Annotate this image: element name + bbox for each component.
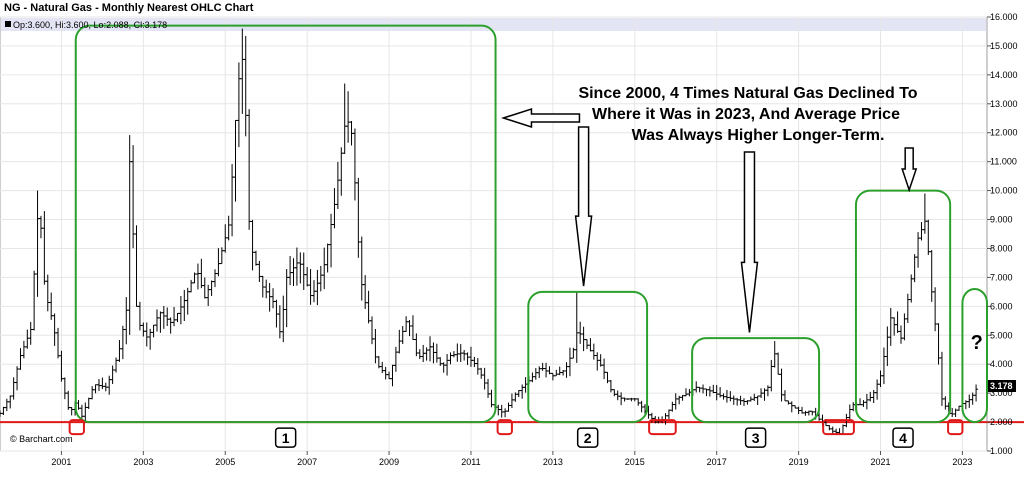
plot-area <box>0 16 988 452</box>
x-tick-label: 2007 <box>297 457 317 467</box>
y-tick-label: 1.000 <box>990 446 1013 456</box>
y-tick-label: 8.000 <box>990 243 1013 253</box>
x-tick-label: 2011 <box>461 457 480 467</box>
low-marker <box>648 419 677 436</box>
y-tick-label: 7.000 <box>990 272 1013 282</box>
grid-lines <box>0 16 987 452</box>
y-tick-label: 12.000 <box>990 128 1018 138</box>
highlight-box <box>961 287 988 424</box>
chart-title: NG - Natural Gas - Monthly Nearest OHLC … <box>4 2 254 14</box>
y-tick-label: 14.000 <box>990 70 1018 80</box>
y-tick-label: 6.000 <box>990 301 1013 311</box>
arrow-down <box>740 151 759 333</box>
y-tick-label: 10.000 <box>990 186 1018 196</box>
highlight-box <box>691 337 821 424</box>
y-tick-label: 16.000 <box>990 12 1018 22</box>
highlight-boxes: 1 2 3 4? <box>74 24 988 448</box>
x-axis: 2001 2003 2005 2007 2009 2011 2013 2015 2017 2019… <box>51 451 972 467</box>
x-tick-label: 2005 <box>215 457 235 467</box>
x-tick-label: 2017 <box>707 457 727 467</box>
box-badge-label: 1 <box>282 430 290 446</box>
x-tick-label: 2003 <box>133 457 153 467</box>
highlight-box <box>74 24 497 424</box>
y-tick-label: 3.000 <box>990 388 1013 398</box>
ohlc-header-band <box>1 18 986 31</box>
y-tick-label: 5.000 <box>990 330 1013 340</box>
box-badge-label: 2 <box>584 430 592 446</box>
question-mark: ? <box>971 332 983 354</box>
annotation-note-line-1: Since 2000, 4 Times Natural Gas Declined… <box>578 85 917 102</box>
highlight-box <box>527 290 649 424</box>
low-marker <box>822 419 855 436</box>
y-tick-label: 11.000 <box>990 157 1017 167</box>
ohlc-legend-swatch <box>5 21 11 27</box>
highlight-box <box>854 189 952 424</box>
y-tick-label: 13.000 <box>990 99 1018 109</box>
source-credit: © Barchart.com <box>10 434 73 444</box>
box-badge <box>274 427 297 448</box>
x-tick-label: 2001 <box>51 457 71 467</box>
y-tick-label: 15.000 <box>990 41 1018 51</box>
arrow-down <box>901 147 918 193</box>
box-badge-label: 4 <box>899 430 907 446</box>
x-tick-label: 2009 <box>379 457 399 467</box>
annotation-note-line-2: Where it Was in 2023, And Average Price <box>592 106 900 123</box>
ohlc-readout: Op:3.600, Hi:3.600, Lo:2.088, Cl:3.178 <box>13 20 167 30</box>
x-tick-label: 2015 <box>625 457 645 467</box>
y-tick-label: 2.000 <box>990 417 1013 427</box>
y-axis: 1.000 2.000 3.000 4.000 5.000 6.000 7.000 8.000… <box>987 12 1018 456</box>
price-bars <box>0 28 979 435</box>
annotation-note-line-3: Was Always Higher Longer-Term. <box>632 127 885 144</box>
low-marker <box>496 419 513 436</box>
low-markers <box>68 419 964 436</box>
y-tick-label: 9.000 <box>990 215 1013 225</box>
box-badge <box>576 427 599 448</box>
low-marker <box>68 419 85 436</box>
annotation-arrows <box>501 107 918 333</box>
box-badge-label: 3 <box>752 430 760 446</box>
last-value-label: 3.178 <box>990 381 1013 391</box>
x-tick-label: 2019 <box>789 457 809 467</box>
arrow-left <box>501 107 581 129</box>
y-tick-label: 4.000 <box>990 359 1013 369</box>
x-tick-label: 2013 <box>543 457 563 467</box>
x-tick-label: 2021 <box>871 457 891 467</box>
x-tick-label: 2023 <box>952 457 972 467</box>
last-value-tag <box>988 380 1016 392</box>
box-badge <box>892 427 914 448</box>
low-marker <box>947 419 964 436</box>
box-badge <box>744 427 767 448</box>
arrow-down <box>574 126 593 287</box>
